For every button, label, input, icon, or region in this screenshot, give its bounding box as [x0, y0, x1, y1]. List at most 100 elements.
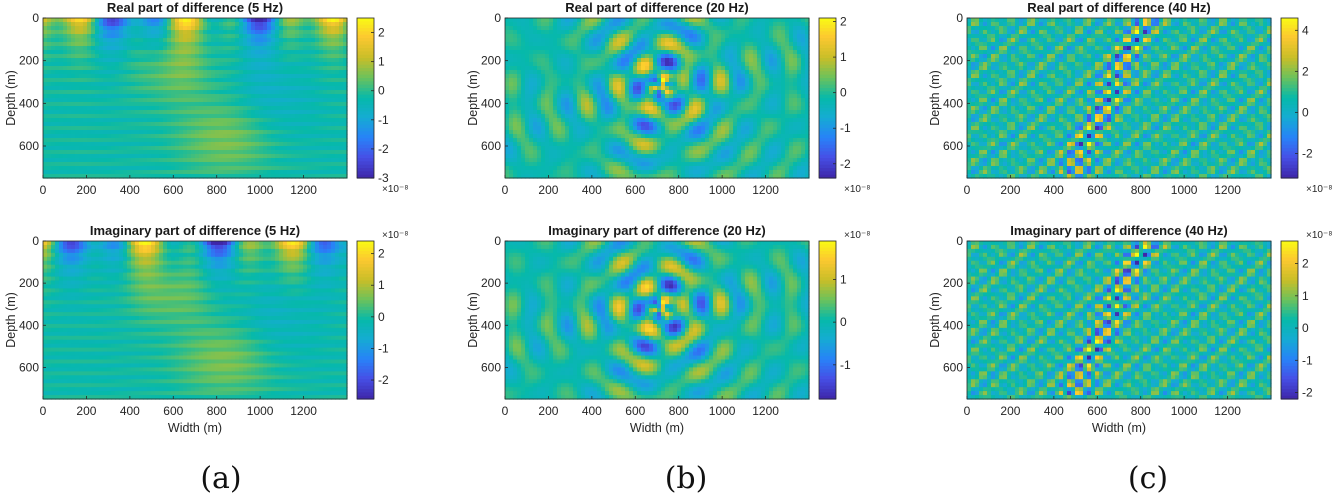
- heatmap-cell: [537, 50, 542, 55]
- heatmap-cell: [617, 42, 622, 47]
- heatmap-cell: [613, 82, 618, 87]
- heatmap-cell: [637, 50, 642, 55]
- heatmap-cell: [517, 66, 522, 71]
- heatmap-cell: [681, 122, 686, 127]
- heatmap-cell: [581, 70, 586, 75]
- heatmap-cell: [657, 170, 662, 175]
- heatmap-cell: [605, 138, 610, 143]
- heatmap-cell: [263, 82, 268, 87]
- heatmap-cell: [549, 82, 554, 87]
- colorbar-swatch: [357, 111, 374, 116]
- heatmap-cell: [339, 82, 344, 87]
- heatmap-cell: [685, 22, 690, 27]
- heatmap-cell: [665, 34, 670, 39]
- heatmap-cell: [303, 154, 308, 159]
- heatmap-cell: [617, 134, 622, 139]
- heatmap-cell: [83, 94, 88, 99]
- heatmap-cell: [111, 150, 116, 155]
- heatmap-cell: [279, 146, 284, 151]
- heatmap-cell: [263, 50, 268, 55]
- heatmap-cell: [541, 62, 546, 67]
- heatmap-cell: [649, 158, 654, 163]
- heatmap-cell: [183, 70, 188, 75]
- heatmap-cell: [601, 122, 606, 127]
- heatmap-cell: [617, 126, 622, 131]
- heatmap-cell: [223, 114, 228, 119]
- heatmap-cell: [593, 166, 598, 171]
- heatmap-cell: [319, 146, 324, 151]
- heatmap-cell: [645, 130, 650, 135]
- heatmap-cell: [151, 22, 156, 27]
- heatmap-cell: [147, 66, 152, 71]
- heatmap-cell: [143, 102, 148, 107]
- heatmap-cell: [685, 62, 690, 67]
- heatmap-cell: [307, 54, 312, 59]
- heatmap-cell: [123, 82, 128, 87]
- heatmap-cell: [67, 62, 72, 67]
- heatmap-cell: [633, 122, 638, 127]
- heatmap-cell: [573, 154, 578, 159]
- heatmap-cell: [219, 26, 224, 31]
- heatmap-cell: [597, 138, 602, 143]
- heatmap-cell: [609, 122, 614, 127]
- heatmap-cell: [207, 158, 212, 163]
- heatmap-cell: [115, 58, 120, 63]
- heatmap-cell: [163, 110, 168, 115]
- heatmap-cell: [139, 86, 144, 91]
- heatmap-cell: [103, 110, 108, 115]
- heatmap-cell: [343, 110, 348, 115]
- heatmap-cell: [617, 58, 622, 63]
- heatmap-cell: [633, 130, 638, 135]
- heatmap-cell: [87, 134, 92, 139]
- heatmap-cell: [585, 26, 590, 31]
- heatmap-cell: [665, 114, 670, 119]
- heatmap-cell: [127, 170, 132, 175]
- heatmap-cell: [339, 54, 344, 59]
- heatmap-cell: [231, 110, 236, 115]
- heatmap-cell: [585, 142, 590, 147]
- heatmap-cell: [339, 26, 344, 31]
- heatmap-cell: [541, 134, 546, 139]
- colorbar-swatch: [357, 28, 374, 32]
- heatmap-cell: [235, 66, 240, 71]
- heatmap-cell: [111, 82, 116, 87]
- heatmap-cell: [677, 110, 682, 115]
- heatmap-cell: [235, 146, 240, 151]
- heatmap-cell: [167, 102, 172, 107]
- heatmap-cell: [227, 150, 232, 155]
- heatmap-cell: [75, 130, 80, 135]
- heatmap-cell: [311, 62, 316, 67]
- heatmap-cell: [669, 146, 674, 151]
- heatmap-cell: [167, 110, 172, 115]
- heatmap-cell: [299, 42, 304, 47]
- heatmap-cell: [685, 18, 690, 23]
- heatmap-cell: [533, 138, 538, 143]
- heatmap-cell: [247, 86, 252, 91]
- heatmap-cell: [91, 114, 96, 119]
- heatmap-cell: [255, 146, 260, 151]
- heatmap-cell: [207, 74, 212, 79]
- heatmap-cell: [621, 30, 626, 35]
- heatmap-cell: [633, 66, 638, 71]
- heatmap-cell: [203, 50, 208, 55]
- heatmap-cell: [553, 158, 558, 163]
- heatmap-cell: [569, 134, 574, 139]
- heatmap-cell: [279, 150, 284, 155]
- heatmap-cell: [577, 50, 582, 55]
- heatmap-cell: [525, 114, 530, 119]
- heatmap-cell: [91, 50, 96, 55]
- heatmap-cell: [231, 138, 236, 143]
- heatmap-cell: [67, 38, 72, 43]
- heatmap-cell: [99, 130, 104, 135]
- heatmap-cell: [215, 54, 220, 59]
- heatmap-cell: [223, 150, 228, 155]
- heatmap-cell: [107, 82, 112, 87]
- heatmap-cell: [517, 50, 522, 55]
- heatmap-cell: [99, 34, 104, 39]
- heatmap-cell: [239, 82, 244, 87]
- heatmap-cell: [235, 162, 240, 167]
- heatmap-cell: [589, 90, 594, 95]
- heatmap-cell: [605, 98, 610, 103]
- heatmap-cell: [343, 74, 348, 79]
- heatmap-cell: [271, 42, 276, 47]
